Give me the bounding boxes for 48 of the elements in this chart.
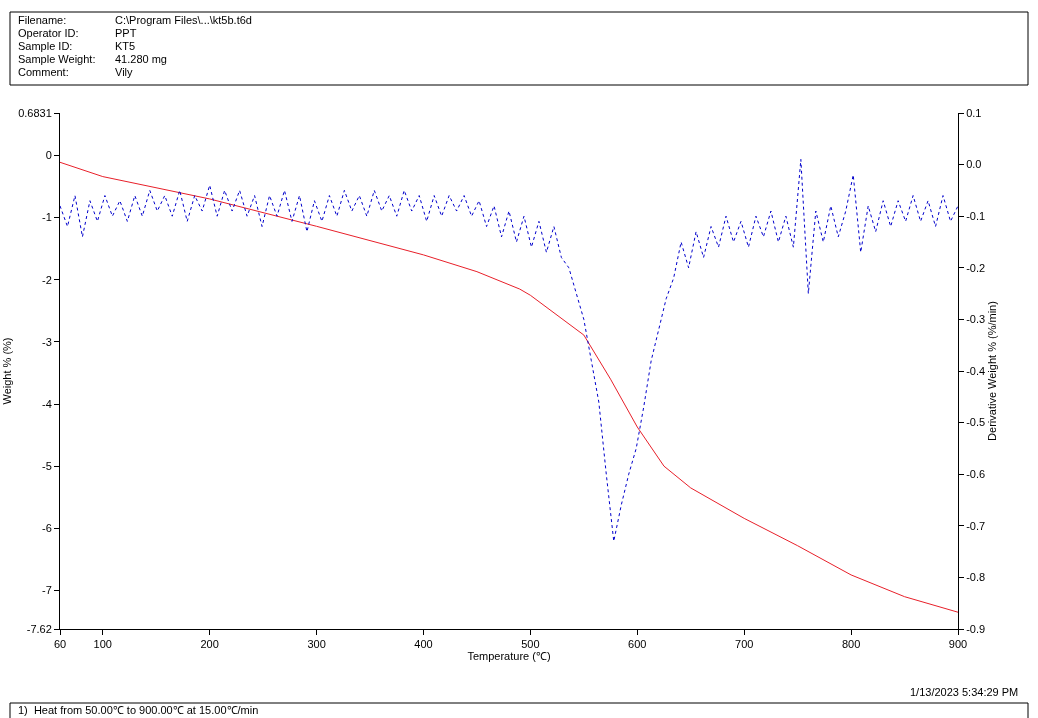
text: 41.280 mg [115, 53, 167, 65]
y2-tick-label: -0.9 [966, 622, 986, 635]
line-series [60, 158, 958, 542]
x-tick-label: 100 [93, 638, 112, 651]
y-tick-label: 0.6831 [18, 106, 52, 119]
text: Filename: [18, 14, 67, 26]
text: 1) Heat from 50.00℃ to 900.00℃ at 15.00℃/min [18, 704, 259, 716]
text: KT5 [115, 40, 136, 52]
x-tick-label: 800 [841, 638, 861, 651]
text: C:\Program Files\...\kt5b.t6d [115, 14, 252, 26]
x-tick-label: 300 [307, 638, 326, 651]
x-tick-label: 700 [735, 638, 754, 651]
text: 1/13/2023 5:34:29 PM [910, 686, 1019, 698]
x-axis-title: Temperature (℃) [467, 650, 551, 663]
y2-tick-label: -0.2 [966, 261, 986, 274]
y2-tick-label: 0.1 [966, 106, 982, 119]
line-series [60, 161, 958, 613]
y2-tick-label: -0.4 [966, 364, 986, 377]
y2-tick-label: -0.7 [966, 519, 986, 532]
text: Comment: [18, 66, 69, 78]
y2-tick-label: -0.6 [966, 468, 986, 481]
text: Sample ID: [18, 40, 73, 52]
x-tick-label: 60 [53, 638, 67, 651]
y-tick-label: -7 [42, 584, 52, 597]
y-tick-label: 0 [45, 149, 52, 162]
text: Operator ID: [18, 27, 79, 39]
y-tick-label: -1 [42, 211, 52, 224]
x-tick-label: 600 [628, 638, 647, 651]
y2-tick-label: 0.0 [966, 158, 982, 171]
y2-tick-label: -0.8 [966, 571, 986, 584]
x-tick-label: 500 [521, 638, 540, 651]
x-tick-label: 200 [200, 638, 219, 651]
y-tick-label: -5 [42, 460, 52, 473]
y-tick-label: -3 [42, 335, 52, 348]
y-tick-label: -4 [42, 397, 52, 410]
y2-tick-label: -0.3 [966, 313, 986, 326]
text: PPT [115, 27, 137, 39]
y2-tick-label: -0.1 [966, 210, 986, 223]
y-tick-label: -6 [42, 522, 52, 535]
text: Vily [115, 66, 134, 78]
text: Sample Weight: [18, 53, 96, 65]
y2-tick-label: -0.5 [966, 416, 986, 429]
x-tick-label: 400 [414, 638, 433, 651]
y-tick-label: -2 [42, 273, 52, 286]
y-axis-title: Weight % (%) [0, 337, 13, 405]
y2-axis-title: Derivative Weight % (%/min) [986, 301, 999, 441]
x-tick-label: 900 [948, 638, 968, 651]
y-tick-label: -7.62 [26, 622, 52, 635]
